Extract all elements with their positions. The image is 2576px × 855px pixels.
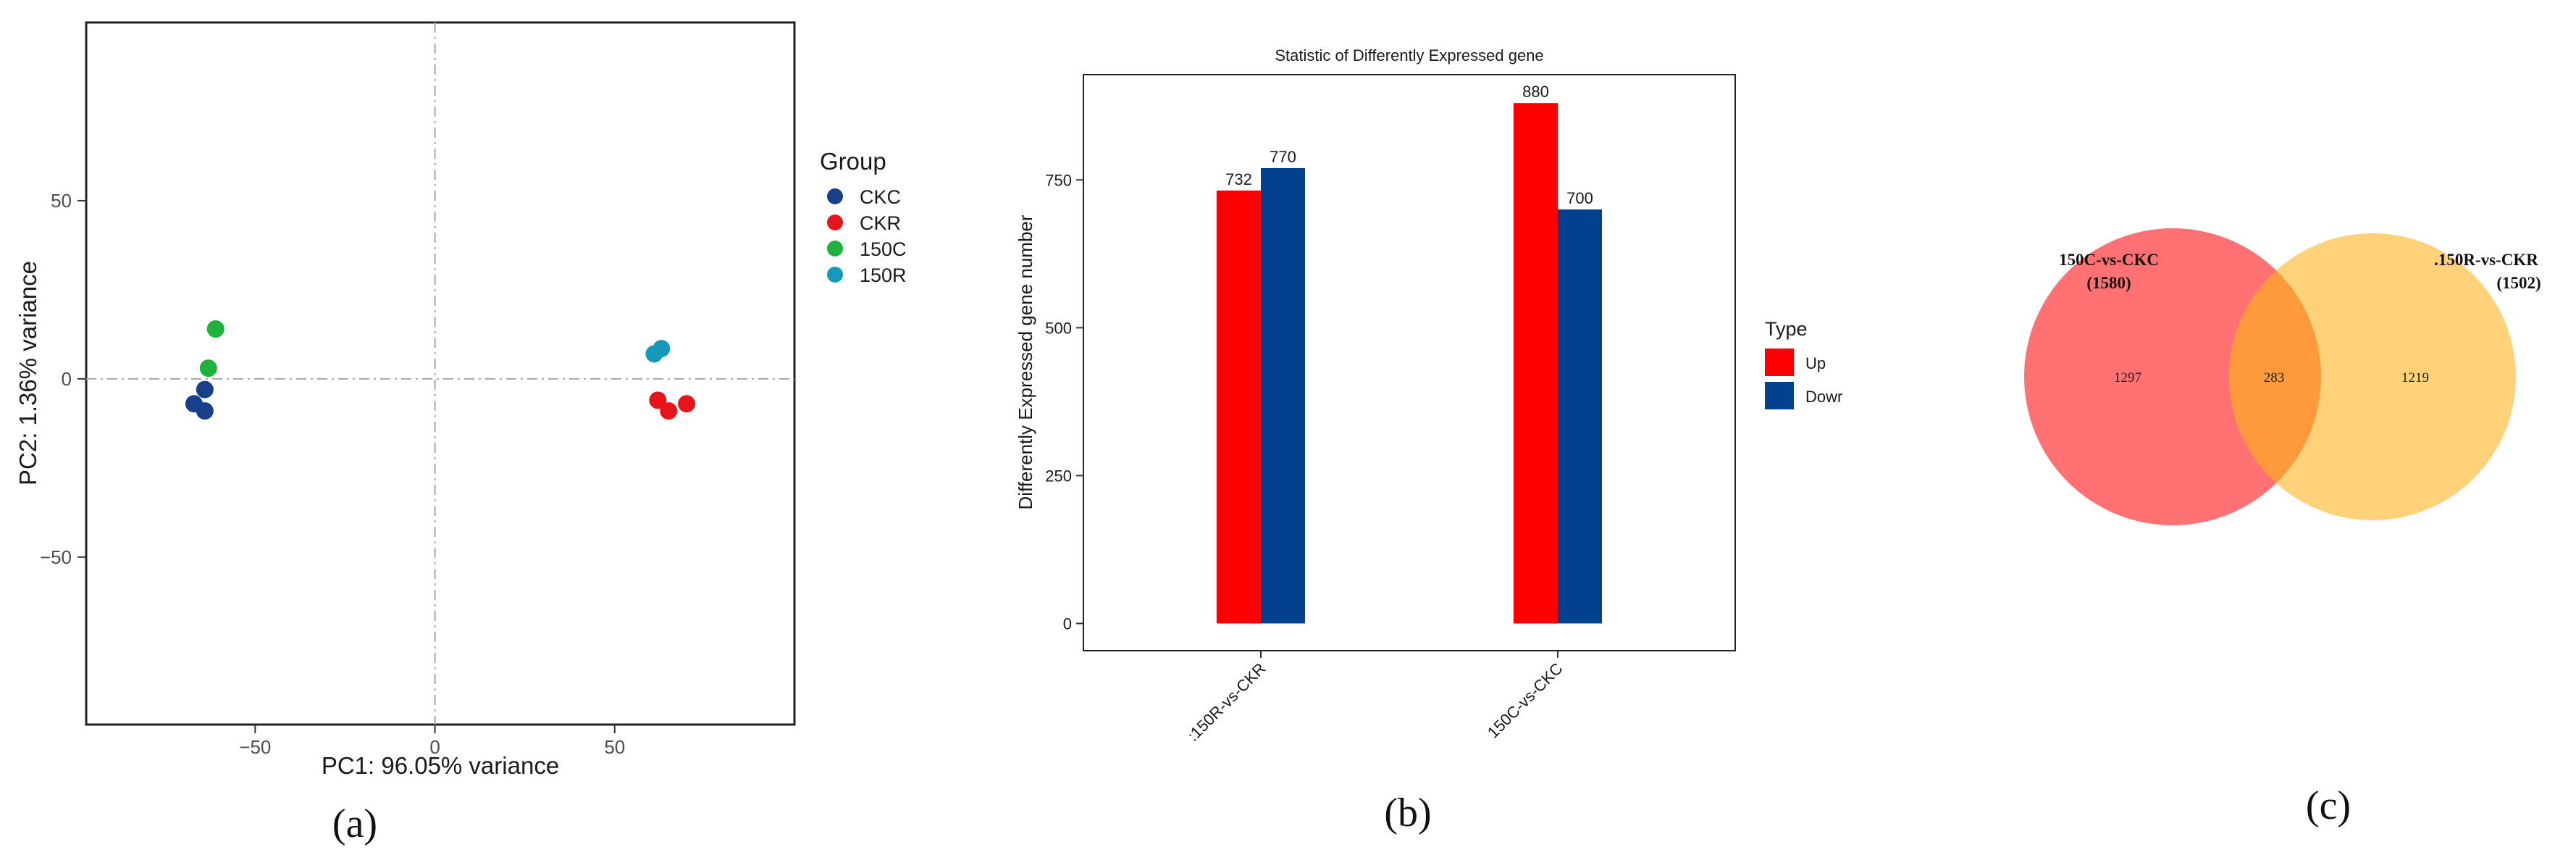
pca-legend-label-ckc: CKC bbox=[860, 186, 901, 208]
pca-point-ckr bbox=[649, 391, 667, 409]
bar-chart-title: Statistic of Differently Expressed gene bbox=[1275, 46, 1543, 64]
bar-legend-key-up bbox=[1765, 349, 1794, 376]
bar-value-label: 880 bbox=[1522, 83, 1549, 101]
pca-legend-label-ckr: CKR bbox=[860, 212, 901, 234]
bar-x-ticks: :150R-vs-CKR 150C-vs-CKC bbox=[1184, 651, 1566, 745]
pca-y-tick-label: 50 bbox=[51, 190, 72, 212]
venn-set-150c-total: (1580) bbox=[2086, 274, 2131, 292]
pca-point-ckc bbox=[196, 402, 214, 420]
bar-y-tick-label: 0 bbox=[1063, 614, 1072, 633]
pca-y-ticks: −50 0 50 bbox=[40, 190, 86, 568]
pca-legend-label-150c: 150C bbox=[860, 238, 907, 260]
bar-legend-label-up: Up bbox=[1805, 354, 1826, 372]
pca-plot-frame bbox=[85, 21, 796, 726]
venn-panel: 150C-vs-CKC (1580) .150R-vs-CKR (1502) 1… bbox=[2024, 228, 2541, 828]
bar-y-tick-label: 500 bbox=[1045, 319, 1072, 337]
pca-legend-label-150r: 150R bbox=[860, 264, 907, 286]
deg-bar-panel: Statistic of Differently Expressed gene … bbox=[1015, 46, 1842, 835]
pca-legend: Group CKC CKR 150C 150R bbox=[820, 148, 907, 286]
pca-x-tick-label: 50 bbox=[604, 736, 625, 758]
pca-legend-key-ckc bbox=[827, 188, 843, 204]
bar-value-label: 700 bbox=[1566, 189, 1593, 207]
venn-intersection-region bbox=[2229, 233, 2321, 520]
panel-c-label: (c) bbox=[2306, 783, 2351, 828]
bar-plot-frame bbox=[1083, 74, 1736, 651]
pca-panel: −50 0 50 −50 0 50 PC1: 96.05% variance PC2: … bbox=[14, 21, 907, 846]
pca-point-150c bbox=[199, 359, 217, 378]
pca-legend-key-150r bbox=[827, 267, 843, 283]
venn-set-150r-total: (1502) bbox=[2496, 274, 2541, 292]
bar-y-tick-label: 750 bbox=[1045, 171, 1072, 189]
venn-intersection-count: 283 bbox=[2264, 370, 2285, 385]
bar-y-axis-label: Differently Expressed gene number bbox=[1015, 214, 1036, 509]
bar-legend-title: Type bbox=[1765, 318, 1808, 340]
pca-x-tick-label: 0 bbox=[429, 736, 440, 758]
bar-dowr-150r-vs-ckr bbox=[1261, 167, 1305, 624]
bar-up-150c-vs-ckc bbox=[1514, 103, 1558, 624]
venn-set-150r-only-count: 1219 bbox=[2401, 370, 2429, 385]
pca-points bbox=[185, 320, 696, 420]
panel-a-label: (a) bbox=[332, 801, 377, 846]
pca-point-150r bbox=[653, 340, 671, 358]
bar-value-label: 732 bbox=[1225, 170, 1252, 188]
bar-up-150r-vs-ckr bbox=[1217, 190, 1261, 624]
panel-b-label: (b) bbox=[1384, 791, 1431, 835]
venn-set-150c-only-count: 1297 bbox=[2114, 370, 2141, 385]
venn-set-150c-name: 150C-vs-CKC bbox=[2059, 251, 2159, 269]
pca-y-tick-label: −50 bbox=[40, 546, 72, 568]
bar-legend: Type Up Dowr bbox=[1765, 318, 1842, 409]
pca-y-axis-label: PC2: 1.36% variance bbox=[14, 261, 41, 485]
pca-y-tick-label: 0 bbox=[62, 368, 72, 390]
venn-set-150c-circle bbox=[2024, 228, 2321, 525]
pca-x-tick-label: −50 bbox=[239, 736, 271, 758]
pca-legend-key-150c bbox=[827, 241, 843, 256]
pca-point-ckr bbox=[678, 395, 696, 413]
pca-legend-title: Group bbox=[820, 148, 886, 175]
pca-x-axis-label: PC1: 96.05% variance bbox=[322, 752, 559, 779]
venn-set-150r-name: .150R-vs-CKR bbox=[2434, 251, 2538, 269]
pca-point-150c bbox=[206, 320, 225, 338]
bar-bars: 732 770 880 700 bbox=[1217, 83, 1602, 624]
pca-point-ckc bbox=[196, 380, 214, 399]
bar-x-tick-label: 150C-vs-CKC bbox=[1484, 659, 1566, 742]
bar-y-tick-label: 250 bbox=[1045, 467, 1072, 485]
bar-dowr-150c-vs-ckc bbox=[1558, 209, 1602, 624]
pca-x-ticks: −50 0 50 bbox=[239, 725, 625, 758]
bar-value-label: 770 bbox=[1270, 148, 1296, 166]
pca-legend-key-ckr bbox=[827, 214, 843, 230]
bar-legend-key-dowr bbox=[1765, 382, 1794, 409]
bar-y-ticks: 0 250 500 750 bbox=[1045, 171, 1083, 633]
bar-legend-label-dowr: Dowr bbox=[1805, 388, 1842, 406]
pca-point-ckr bbox=[660, 402, 678, 420]
bar-x-tick-label: :150R-vs-CKR bbox=[1184, 659, 1270, 745]
